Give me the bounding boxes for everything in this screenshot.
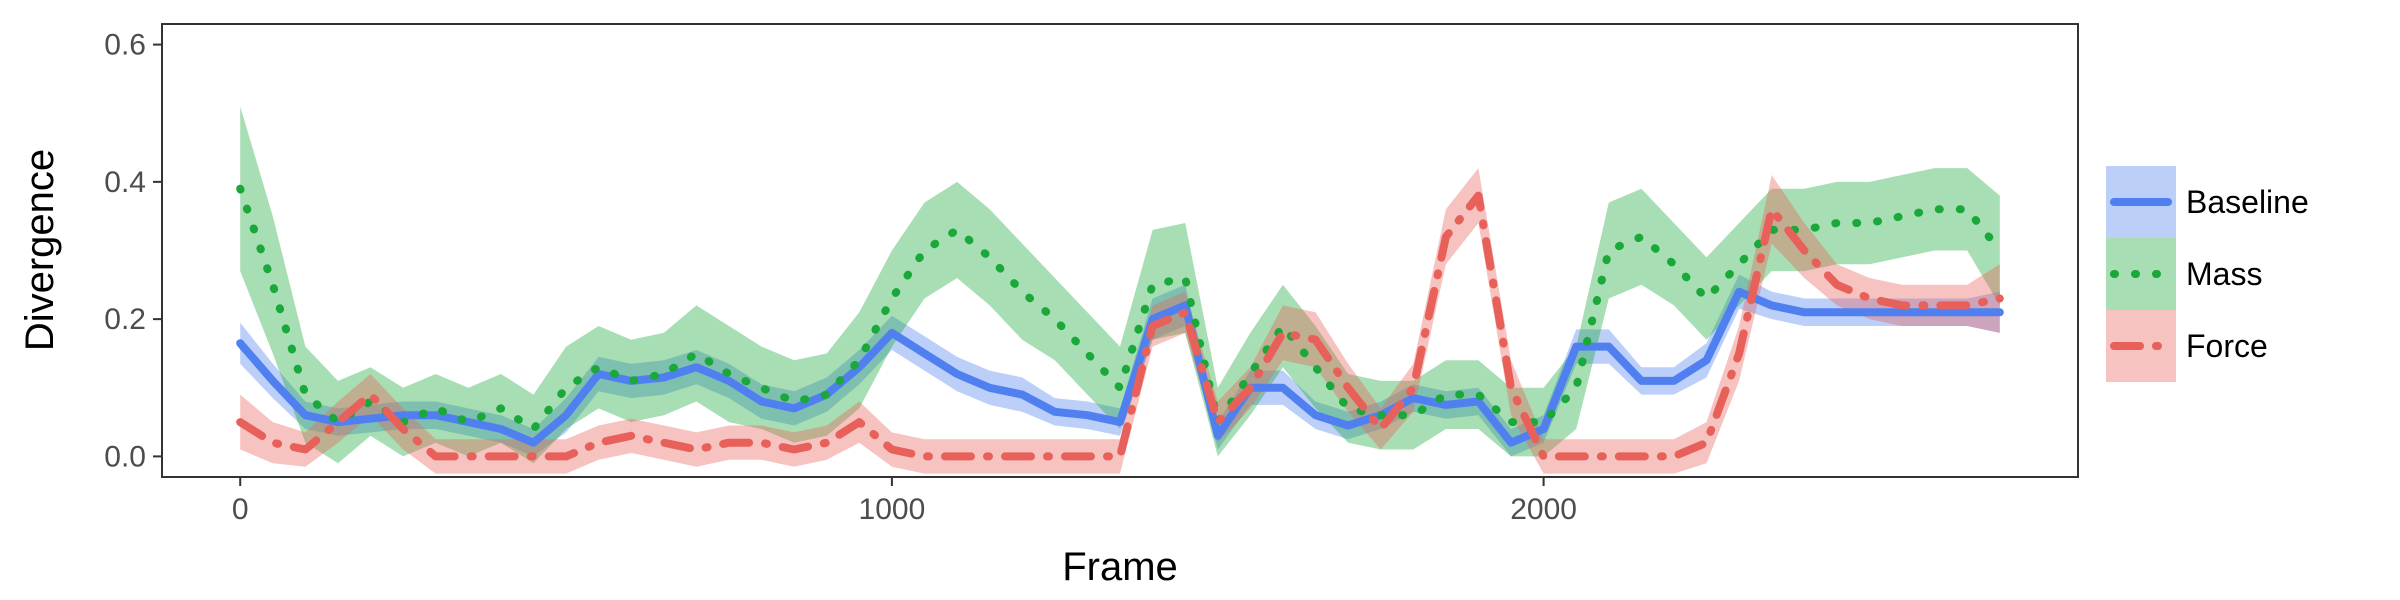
plot-panel-border — [161, 23, 2079, 478]
legend-item-force: Force — [2106, 310, 2268, 382]
y-tick-label: 0.0 — [104, 440, 146, 473]
legend-label-mass: Mass — [2186, 256, 2262, 292]
axis-ticks: 0 1000 2000 0.0 0.2 0.4 0.6 — [104, 29, 1577, 526]
y-axis-title: Divergence — [18, 149, 62, 351]
legend-item-mass: Mass — [2106, 238, 2262, 310]
legend: Baseline Mass Force — [2106, 166, 2309, 382]
x-tick-label: 2000 — [1510, 493, 1577, 526]
line-force — [236, 191, 2004, 461]
series-lines — [236, 184, 2004, 461]
y-tick-label: 0.2 — [104, 303, 146, 336]
legend-label-baseline: Baseline — [2186, 184, 2309, 220]
x-tick-label: 1000 — [859, 493, 926, 526]
y-tick-label: 0.4 — [104, 166, 146, 199]
legend-item-baseline: Baseline — [2106, 166, 2309, 238]
x-axis-title: Frame — [1062, 545, 1178, 589]
line-mass — [236, 184, 2004, 433]
line-baseline — [236, 287, 2004, 447]
y-tick-label: 0.6 — [104, 29, 146, 62]
legend-label-force: Force — [2186, 328, 2268, 364]
x-tick-label: 0 — [232, 493, 249, 526]
